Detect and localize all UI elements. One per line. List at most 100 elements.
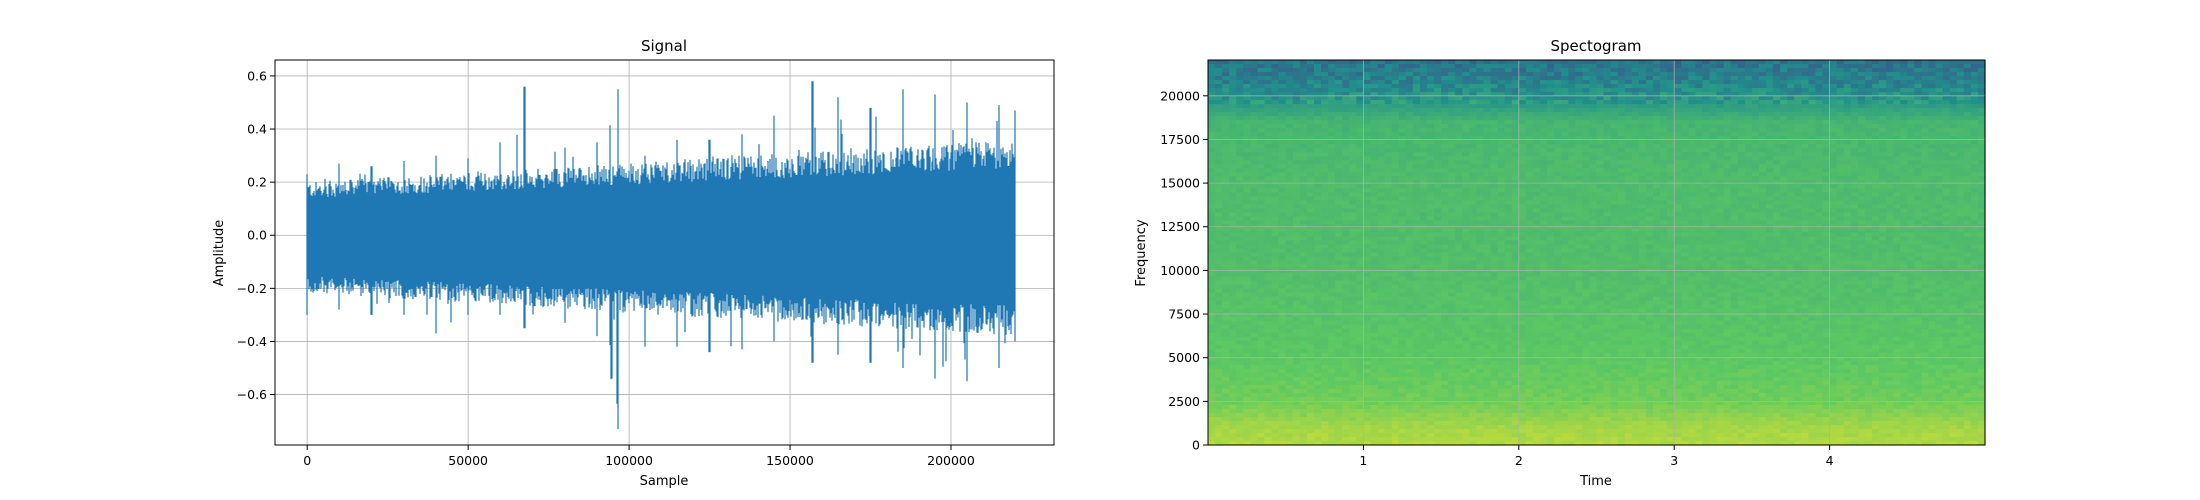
spectrogram-cell: [1603, 72, 1612, 77]
spectrogram-cell: [1773, 200, 1781, 205]
spectrogram-cell: [1617, 160, 1626, 165]
spectrogram-cell: [1857, 60, 1866, 65]
spectrogram-cell: [1681, 232, 1689, 238]
spectrogram-cell: [1384, 108, 1393, 113]
spectrogram-cell: [1638, 168, 1647, 173]
spectrogram-cell: [1801, 112, 1810, 117]
spectrogram-cell: [1271, 64, 1280, 69]
spectrogram-cell: [1758, 148, 1767, 153]
spectrogram-cell: [1758, 156, 1767, 161]
spectrogram-cell: [1921, 228, 1930, 234]
spectrogram-cell: [1405, 112, 1414, 117]
spectrogram-cell: [1363, 112, 1372, 117]
spectrogram-cell: [1518, 92, 1527, 97]
spectrogram-cell: [1624, 160, 1633, 165]
spectrogram-cell: [1624, 176, 1633, 181]
spectrogram-cell: [1956, 132, 1965, 137]
spectrogram-cell: [1490, 128, 1499, 133]
spectrogram-cell: [1949, 212, 1958, 218]
spectrogram-cell: [1681, 192, 1689, 197]
spectrogram-cell: [1695, 88, 1704, 93]
spectrogram-cell: [1582, 136, 1591, 141]
spectrogram-cell: [1229, 212, 1237, 218]
spectrogram-cell: [1497, 176, 1506, 181]
spectrogram-cell: [1914, 152, 1923, 157]
spectrogram-cell: [1455, 72, 1463, 77]
spectrogram-cell: [1497, 228, 1506, 234]
spectrogram-cell: [1921, 120, 1930, 125]
spectrogram-cell: [1426, 172, 1435, 177]
spectrogram-cell: [1695, 84, 1704, 89]
spectrogram-cell: [1271, 200, 1280, 205]
spectrogram-cell: [1850, 204, 1859, 209]
spectrogram-cell: [1653, 148, 1661, 153]
spectrogram-cell: [1737, 216, 1746, 222]
spectrogram-cell: [1518, 80, 1527, 85]
spectrogram-cell: [1328, 144, 1336, 149]
spectrogram-cell: [1914, 172, 1923, 177]
spectrogram-cell: [1539, 164, 1548, 169]
spectrogram-cell: [1313, 84, 1322, 89]
spectrogram-cell: [1547, 172, 1555, 177]
spectrogram-cell: [1469, 76, 1478, 81]
spectrogram-cell: [1822, 184, 1831, 189]
spectrogram-cell: [1935, 76, 1944, 81]
spectrogram-cell: [1857, 84, 1866, 89]
spectrogram-cell: [1900, 232, 1908, 238]
spectrogram-cell: [1935, 112, 1944, 117]
spectrogram-cell: [1794, 152, 1802, 157]
spectrogram-cell: [1285, 92, 1294, 97]
spectrogram-cell: [1561, 204, 1569, 209]
spectrogram-cell: [1935, 200, 1944, 205]
spectrogram-cell: [1476, 80, 1485, 85]
spectrogram-cell: [1292, 104, 1301, 109]
spectrogram-cell: [1928, 92, 1937, 97]
spectrogram-cell: [1405, 132, 1414, 137]
spectrogram-cell: [1321, 204, 1329, 209]
spectrogram-cell: [1554, 172, 1562, 177]
spectrogram-cell: [1398, 232, 1407, 238]
spectrogram-cell: [1730, 204, 1739, 209]
spectrogram-cell: [1462, 112, 1470, 117]
spectrogram-cell: [1716, 216, 1725, 222]
spectrogram-cell: [1504, 148, 1513, 153]
spectrogram-cell: [1476, 192, 1485, 197]
spectrogram-cell: [1808, 100, 1817, 105]
spectrogram-cell: [1744, 164, 1753, 169]
spectrogram-cell: [1532, 72, 1541, 77]
spectrogram-cell: [1236, 104, 1244, 109]
spectrogram-cell: [1497, 72, 1506, 77]
spectrogram-cell: [1525, 96, 1534, 101]
signal-title: Signal: [641, 37, 687, 55]
spectrogram-cell: [1801, 140, 1810, 145]
spectrogram-cell: [1278, 228, 1287, 234]
spectrogram-cell: [1822, 232, 1831, 238]
spectrogram-cell: [1511, 60, 1520, 65]
spectrogram-cell: [1709, 92, 1718, 97]
spectrogram-cell: [1900, 196, 1908, 201]
spectrogram-cell: [1349, 92, 1357, 97]
spectrogram-cell: [1412, 232, 1421, 238]
spectrogram-cell: [1871, 192, 1880, 197]
spectrogram-cell: [1568, 176, 1576, 181]
spectrogram-cell: [1928, 132, 1937, 137]
spectrogram-cell: [1638, 128, 1647, 133]
spectrogram-cell: [1370, 236, 1379, 242]
spectrogram-cell: [1469, 108, 1478, 113]
spectrogram-cell: [1441, 72, 1449, 77]
spectrogram-cell: [1815, 184, 1824, 189]
spectrogram-cell: [1850, 220, 1859, 226]
spectrogram-cell: [1356, 176, 1364, 181]
spectrogram-cell: [1215, 112, 1223, 117]
spectrogram-cell: [1441, 100, 1449, 105]
signal-axes-frame: [274, 59, 1055, 446]
spectrogram-cell: [1511, 76, 1520, 81]
spectrogram-cell: [1384, 184, 1393, 189]
spectrogram-cell: [1836, 76, 1845, 81]
spectrogram-cell: [1688, 64, 1696, 69]
spectrogram-cell: [1907, 76, 1915, 81]
spectrogram-cell: [1236, 200, 1244, 205]
spectrogram-cell: [1243, 192, 1251, 197]
spectrogram-cell: [1596, 124, 1605, 129]
spectrogram-cell: [1857, 184, 1866, 189]
